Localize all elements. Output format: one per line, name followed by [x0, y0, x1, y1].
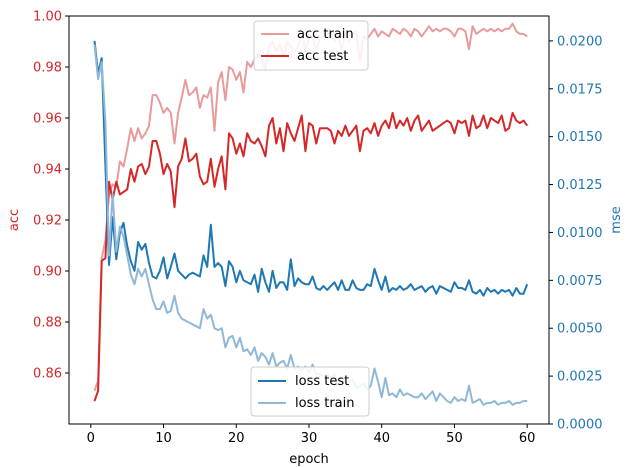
y-right-tick-label: 0.0175 [557, 82, 603, 97]
x-tick-label: 30 [301, 431, 318, 446]
y-axis-left-title: acc [7, 209, 22, 231]
legend-bottom: loss test loss train [250, 366, 370, 417]
y-right-tick-label: 0.0075 [557, 274, 603, 289]
y-left-tick-label: 1.00 [33, 10, 62, 25]
series-line-acc-test [93, 111, 529, 402]
y-right-tick-label: 0.0050 [557, 322, 603, 337]
y-left-tick-label: 0.92 [33, 214, 62, 229]
legend-loss-test-label: loss test [295, 374, 349, 389]
legend-loss-train-label: loss train [295, 396, 355, 411]
series-line-loss-test [93, 40, 529, 297]
x-tick-label: 60 [519, 431, 536, 446]
x-tick-label: 20 [228, 431, 245, 446]
y-left-tick-label: 0.96 [33, 112, 62, 127]
x-axis-title: epoch [289, 452, 329, 467]
y-left-tick-label: 0.94 [33, 163, 62, 178]
y-right-tick-label: 0.0125 [557, 178, 603, 193]
y-axis-right-title: mse [609, 206, 624, 233]
x-tick-label: 50 [446, 431, 463, 446]
y-left-tick-label: 0.86 [33, 367, 62, 382]
y-right-tick-label: 0.0200 [557, 34, 603, 49]
x-tick-label: 40 [373, 431, 390, 446]
y-right-tick-label: 0.0100 [557, 226, 603, 241]
legend-acc-train-label: acc train [297, 27, 354, 42]
y-left-tick-label: 0.88 [33, 316, 62, 331]
y-left-tick-label: 0.90 [33, 265, 62, 280]
y-axis-right: 0.0000 0.0025 0.0050 0.0075 0.0100 0.0125 0.01… [549, 34, 603, 433]
y-right-tick-label: 0.0000 [557, 418, 603, 433]
legend-acc-test-label: acc test [297, 49, 348, 64]
y-right-tick-label: 0.0025 [557, 370, 603, 385]
x-tick-label: 0 [87, 431, 95, 446]
legend-top: acc train acc test [253, 20, 369, 71]
x-tick-label: 10 [155, 431, 172, 446]
y-axis-left: 0.86 0.88 0.90 0.92 0.94 0.96 0.98 1.00 [33, 10, 69, 382]
y-left-tick-label: 0.98 [33, 61, 62, 76]
y-right-tick-label: 0.0150 [557, 130, 603, 145]
x-axis: 0 10 20 30 40 50 60 [87, 424, 536, 446]
